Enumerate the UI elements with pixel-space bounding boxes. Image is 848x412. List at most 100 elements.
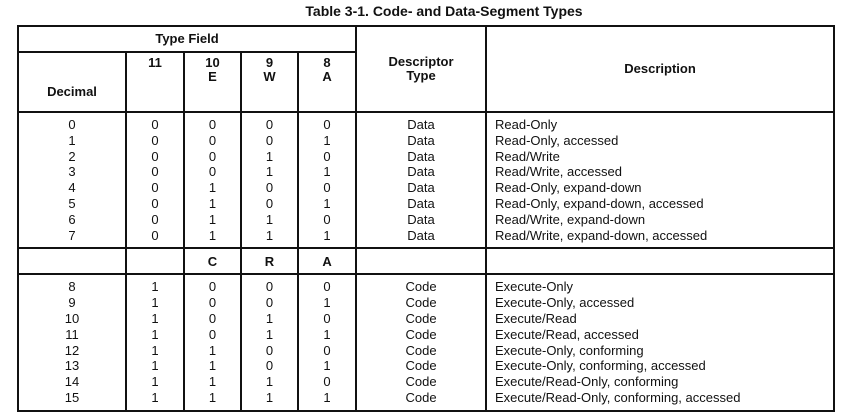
bit8-cell: 1 [323, 389, 331, 405]
bit8-cell: 1 [323, 326, 331, 342]
bit8-cell: 1 [323, 132, 331, 148]
bit10-header: 10 E [183, 51, 242, 113]
bit10-cell: 1 [208, 342, 217, 358]
empty-cell [125, 247, 185, 276]
bit9-cell: 0 [265, 117, 274, 132]
description-column: Read-Only Read-Only, accessed Read/Write Re… [485, 110, 836, 250]
bit8-cell: 0 [323, 211, 331, 227]
bit9-cell: 1 [265, 148, 274, 164]
decimal-cell: 7 [68, 227, 76, 243]
bit8-cell: 0 [323, 148, 331, 164]
bit10-cell: 0 [208, 279, 217, 295]
bit11-cell: 0 [151, 132, 159, 148]
empty-cell [355, 247, 488, 276]
bit8-cell: 1 [323, 195, 331, 211]
bit8-cell: 1 [323, 227, 331, 243]
bit10-cell: 1 [208, 180, 217, 196]
bit10-cell: 0 [208, 295, 217, 311]
bit10-cell: 0 [208, 148, 217, 164]
decimal-cell: 13 [64, 358, 80, 374]
decimal-cell: 14 [64, 374, 80, 390]
decimal-cell: 9 [68, 295, 76, 311]
code-bits-header-row: C R A [17, 247, 836, 276]
description-cell: Execute/Read-Only, conforming [495, 374, 679, 390]
bit11-cell: 0 [151, 164, 159, 180]
decimal-cell: 4 [68, 180, 76, 196]
bit11-cell: 0 [151, 195, 159, 211]
bit11-cell: 1 [151, 389, 159, 405]
bit11-cell: 0 [151, 117, 159, 132]
empty-cell [17, 247, 127, 276]
bit10-cell: 1 [208, 374, 217, 390]
descriptor-type-cell: Data [407, 132, 435, 148]
descriptor-type-cell: Code [405, 295, 437, 311]
bit9-number: 9 [265, 55, 274, 70]
bit8-code-name: A [296, 247, 358, 276]
decimal-cell: 5 [68, 195, 76, 211]
bit8-cell: 1 [323, 358, 331, 374]
bit9-cell: 0 [265, 195, 274, 211]
descriptor-type-cell: Data [407, 195, 435, 211]
description-cell: Execute/Read-Only, conforming, accessed [495, 389, 741, 405]
description-cell: Read/Write [495, 148, 560, 164]
decimal-cell: 11 [65, 326, 79, 342]
descriptor-type-cell: Code [405, 326, 437, 342]
decimal-cell: 3 [68, 164, 76, 180]
code-segment-rows: 8 9 10 11 12 13 14 15 1 1 1 1 1 1 1 1 0 0 0 0 1 1 1 1 0 0 1 1 0 0 1 1 0 1… [17, 273, 836, 412]
bit9-cell: 1 [265, 326, 274, 342]
descriptor-type-cell: Code [405, 374, 437, 390]
decimal-cell: 2 [68, 148, 76, 164]
bit11-header: 11 [125, 51, 185, 113]
bit10-cell: 1 [208, 358, 217, 374]
bit9-cell: 1 [265, 374, 274, 390]
bit9-cell: 0 [265, 279, 274, 295]
bit9-cell: 0 [265, 180, 274, 196]
decimal-cell: 8 [68, 279, 76, 295]
description-cell: Execute-Only, accessed [495, 295, 635, 311]
descriptor-type-cell: Code [405, 389, 437, 405]
bit9-name: W [263, 69, 276, 84]
bit11-cell: 0 [151, 227, 159, 243]
bit10-cell: 0 [208, 132, 217, 148]
bit9-cell: 1 [265, 164, 274, 180]
descriptor-type-column: Code Code Code Code Code Code Code Code [355, 273, 488, 412]
description-cell: Read/Write, accessed [495, 164, 622, 180]
bit11-cell: 1 [151, 358, 159, 374]
descriptor-type-cell: Data [407, 227, 435, 243]
description-cell: Read/Write, expand-down [495, 211, 646, 227]
empty-cell [485, 247, 836, 276]
bit11-cell: 0 [151, 148, 159, 164]
bit9-cell: 1 [265, 389, 274, 405]
bit10-number: 10 [205, 55, 220, 70]
bit9-cell: 0 [265, 342, 274, 358]
bit10-cell: 1 [208, 195, 217, 211]
bit11-cell: 1 [151, 326, 159, 342]
bit10-cell: 0 [208, 310, 217, 326]
bit8-cell: 0 [323, 117, 331, 132]
description-cell: Execute/Read [495, 310, 577, 326]
bit11-cell: 1 [151, 374, 159, 390]
bit11-cell: 1 [151, 279, 159, 295]
bit9-code-name: R [240, 247, 299, 276]
description-cell: Execute-Only, conforming [495, 342, 644, 358]
bit8-cell: 0 [323, 374, 331, 390]
description-cell: Read-Only, accessed [495, 132, 619, 148]
descriptor-type-cell: Code [405, 279, 437, 295]
description-cell: Execute-Only [495, 279, 574, 295]
bit10-cell: 0 [208, 326, 217, 342]
segment-types-table: Type Field Descriptor Type Description D… [16, 25, 836, 412]
description-cell: Execute/Read, accessed [495, 326, 639, 342]
bit11-cell: 1 [151, 342, 159, 358]
decimal-cell: 10 [64, 310, 80, 326]
decimal-cell: 12 [64, 342, 80, 358]
bit10-cell: 0 [208, 117, 217, 132]
descriptor-type-cell: Data [407, 117, 435, 132]
decimal-header: Decimal [17, 51, 127, 113]
